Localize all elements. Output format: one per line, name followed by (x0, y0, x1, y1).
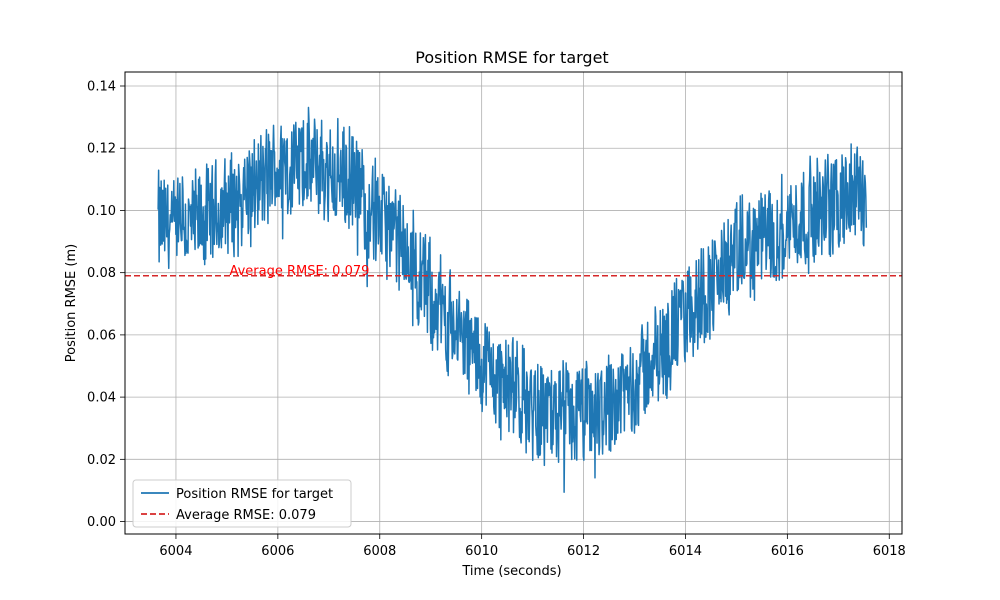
x-tick-label: 6014 (669, 544, 702, 559)
x-tick-label: 6018 (873, 544, 906, 559)
y-axis-ticks: 0.00 0.02 0.04 0.06 0.08 0.10 0.12 0.14 (87, 80, 125, 530)
x-tick-label: 6006 (261, 544, 294, 559)
plot-frame (124, 71, 903, 535)
y-tick-label: 0.10 (87, 204, 116, 219)
y-tick-label: 0.02 (87, 453, 116, 468)
y-tick-label: 0.04 (87, 391, 116, 406)
x-tick-label: 6010 (465, 544, 498, 559)
legend-box (132, 479, 352, 528)
x-tick-label: 6008 (363, 544, 396, 559)
chart-title: Position RMSE for target (415, 48, 608, 67)
y-tick-label: 0.14 (87, 80, 116, 95)
y-tick-label: 0.00 (87, 515, 116, 530)
y-tick-label: 0.08 (87, 266, 116, 281)
x-tick-label: 6016 (771, 544, 804, 559)
y-tick-label: 0.06 (87, 328, 116, 343)
legend-label-average: Average RMSE: 0.079 (176, 508, 316, 523)
x-axis-ticks: 6004 6006 6008 6010 6012 6014 6016 6018 (159, 534, 906, 559)
rmse-series-line (157, 106, 868, 493)
y-axis-label: Position RMSE (m) (64, 244, 79, 362)
average-rmse-annotation: Average RMSE: 0.079 (229, 264, 369, 279)
x-tick-label: 6012 (567, 544, 600, 559)
legend-label-rmse: Position RMSE for target (176, 487, 333, 502)
x-axis-label: Time (seconds) (461, 564, 561, 579)
y-tick-label: 0.12 (87, 142, 116, 157)
x-tick-label: 6004 (159, 544, 192, 559)
legend: Position RMSE for target Average RMSE: 0… (132, 479, 352, 528)
